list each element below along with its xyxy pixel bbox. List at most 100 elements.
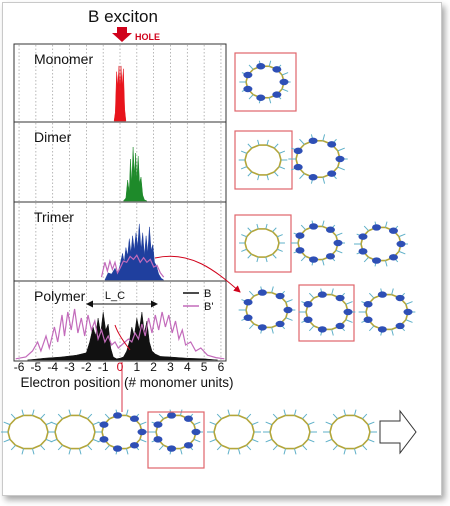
bond-h	[227, 448, 231, 455]
bond	[9, 418, 17, 426]
hole-arrow-icon	[112, 27, 132, 42]
bond	[244, 159, 248, 167]
orbital-lobe	[358, 233, 368, 240]
bond-h	[332, 444, 338, 451]
bond	[86, 438, 94, 446]
bond-h	[283, 409, 287, 416]
bond-h	[139, 421, 147, 426]
bond-h	[391, 329, 394, 336]
panel-monomer: Monomer	[13, 43, 227, 123]
orbital-lobe	[363, 301, 373, 308]
orbital-lobe	[372, 257, 382, 264]
bond-h	[256, 223, 259, 230]
orbital-lobe	[363, 316, 373, 323]
orbital-lobe	[317, 291, 327, 298]
orbital-lobe	[275, 320, 285, 328]
bond-h	[367, 421, 375, 426]
orbital-lobe	[257, 324, 267, 331]
orbital-lobe	[372, 224, 382, 231]
chain-ring-6	[263, 409, 317, 455]
bond	[54, 424, 58, 433]
bond-h	[285, 299, 293, 303]
bond-h	[193, 421, 201, 426]
orbital-lobe	[396, 240, 406, 248]
bond-h	[331, 288, 334, 295]
bond	[7, 424, 11, 433]
polymer-highlight-box	[298, 284, 355, 342]
bond	[56, 438, 64, 446]
bond	[92, 431, 96, 440]
bond-h	[281, 88, 289, 92]
bond-h	[353, 448, 357, 455]
bond-h	[299, 138, 305, 145]
bond-h	[57, 413, 63, 420]
bond-h	[139, 438, 147, 443]
bond	[301, 438, 309, 446]
bond-h	[331, 329, 334, 336]
x-tick-label: -2	[81, 360, 92, 374]
chain-ring-5	[207, 409, 261, 455]
bond	[39, 418, 47, 426]
bond-h	[268, 60, 272, 67]
bond-h	[337, 147, 345, 152]
bond	[79, 444, 88, 450]
orbital-lobe	[308, 137, 318, 144]
orbital-lobe	[293, 147, 303, 155]
bond	[307, 424, 311, 433]
bond	[277, 414, 286, 420]
orbital-lobe	[99, 421, 109, 428]
bond	[32, 414, 41, 420]
x-tick-label: 1	[133, 360, 140, 374]
monomer-highlight-box	[234, 52, 297, 112]
bond-h	[248, 64, 254, 70]
x-tick-label: 4	[184, 360, 191, 374]
bond-h	[345, 301, 353, 305]
trimer-ring-3	[354, 221, 408, 267]
bond-h	[332, 413, 338, 420]
bond	[215, 418, 223, 426]
orbital-lobe	[167, 445, 177, 452]
bond	[265, 228, 273, 233]
orbital-lobe	[303, 316, 313, 323]
bond-h	[87, 413, 93, 420]
orbital-lobe	[272, 91, 282, 98]
bond	[244, 242, 248, 250]
x-tick-label: -6	[14, 360, 25, 374]
bond	[269, 431, 273, 440]
bond	[354, 414, 363, 420]
bond-h	[405, 301, 413, 305]
bond	[266, 171, 275, 176]
bond-h	[266, 174, 269, 181]
dimer-ring-2	[288, 134, 348, 184]
orbital-lobe	[317, 326, 327, 333]
bond-h	[266, 139, 269, 146]
bond-h	[271, 286, 274, 293]
bond-h	[335, 232, 343, 237]
bond-h	[50, 438, 58, 443]
bond-h	[302, 444, 308, 451]
bond	[54, 431, 58, 440]
bond	[39, 438, 47, 446]
orbital-lobe	[388, 254, 398, 261]
bond	[271, 438, 279, 446]
bond-h	[322, 134, 326, 141]
bond	[331, 438, 339, 446]
bond-h	[237, 409, 241, 416]
bond-h	[241, 248, 247, 252]
series-bprime-line	[15, 308, 225, 360]
bond	[221, 444, 230, 450]
bond-h	[247, 143, 253, 149]
chain-ring-3	[95, 409, 149, 455]
polymer-ring-3	[358, 288, 416, 336]
panel-label: Dimer	[34, 129, 72, 145]
bond-h	[256, 256, 259, 263]
bond-h	[302, 413, 308, 420]
orbital-lobe	[395, 322, 405, 330]
bond-h	[87, 444, 93, 451]
bond-h	[363, 225, 369, 232]
orbital-lobe	[279, 78, 289, 86]
bond-h	[293, 448, 297, 455]
panel-label: Trimer	[34, 209, 74, 225]
bond-h	[281, 72, 289, 76]
